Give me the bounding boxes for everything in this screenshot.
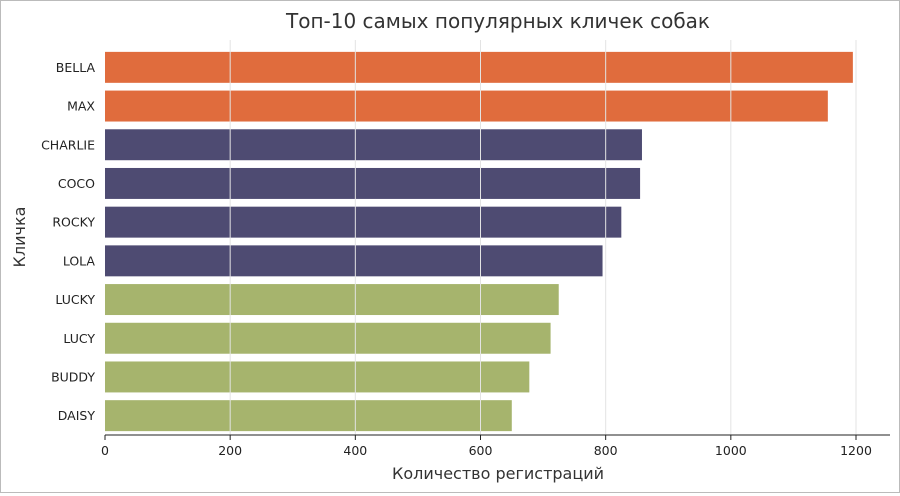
y-tick-label: CHARLIE bbox=[41, 137, 95, 152]
y-tick-labels: BELLA MAX CHARLIE COCO ROCKY LOLA LUCKY LUCY BUD… bbox=[41, 60, 95, 423]
chart-title: Топ-10 самых популярных кличек собак bbox=[285, 9, 710, 33]
bar-bella bbox=[105, 51, 853, 83]
grid-layer bbox=[229, 40, 857, 435]
x-tick-label: 400 bbox=[343, 443, 367, 458]
y-tick-label: BELLA bbox=[56, 60, 96, 75]
bar-coco bbox=[105, 167, 641, 199]
y-tick-label: COCO bbox=[58, 176, 95, 191]
x-tick-label: 600 bbox=[469, 443, 493, 458]
bar-lucky bbox=[105, 284, 559, 316]
bar-charlie bbox=[105, 129, 642, 161]
bar-lola bbox=[105, 245, 603, 277]
x-tick-labels: 0 200 400 600 800 1000 1200 bbox=[101, 435, 872, 458]
x-axis-label: Количество регистраций bbox=[392, 464, 604, 483]
bar-max bbox=[105, 90, 828, 122]
bar-buddy bbox=[105, 361, 530, 393]
y-tick-label: MAX bbox=[67, 99, 95, 114]
y-tick-label: BUDDY bbox=[51, 369, 95, 384]
x-tick-label: 1200 bbox=[840, 443, 872, 458]
x-tick-label: 800 bbox=[594, 443, 618, 458]
bars-layer bbox=[105, 51, 853, 432]
x-tick-label: 1000 bbox=[715, 443, 747, 458]
y-tick-label: LUCKY bbox=[55, 292, 95, 307]
y-tick-label: LUCY bbox=[63, 331, 95, 346]
y-axis-label: Кличка bbox=[10, 207, 29, 268]
bar-daisy bbox=[105, 400, 512, 432]
x-tick-label: 200 bbox=[218, 443, 242, 458]
x-tick-label: 0 bbox=[101, 443, 109, 458]
y-tick-label: LOLA bbox=[63, 253, 96, 268]
y-tick-label: ROCKY bbox=[52, 215, 95, 230]
bar-rocky bbox=[105, 206, 622, 238]
y-tick-label: DAISY bbox=[58, 408, 96, 423]
bar-lucy bbox=[105, 322, 551, 354]
